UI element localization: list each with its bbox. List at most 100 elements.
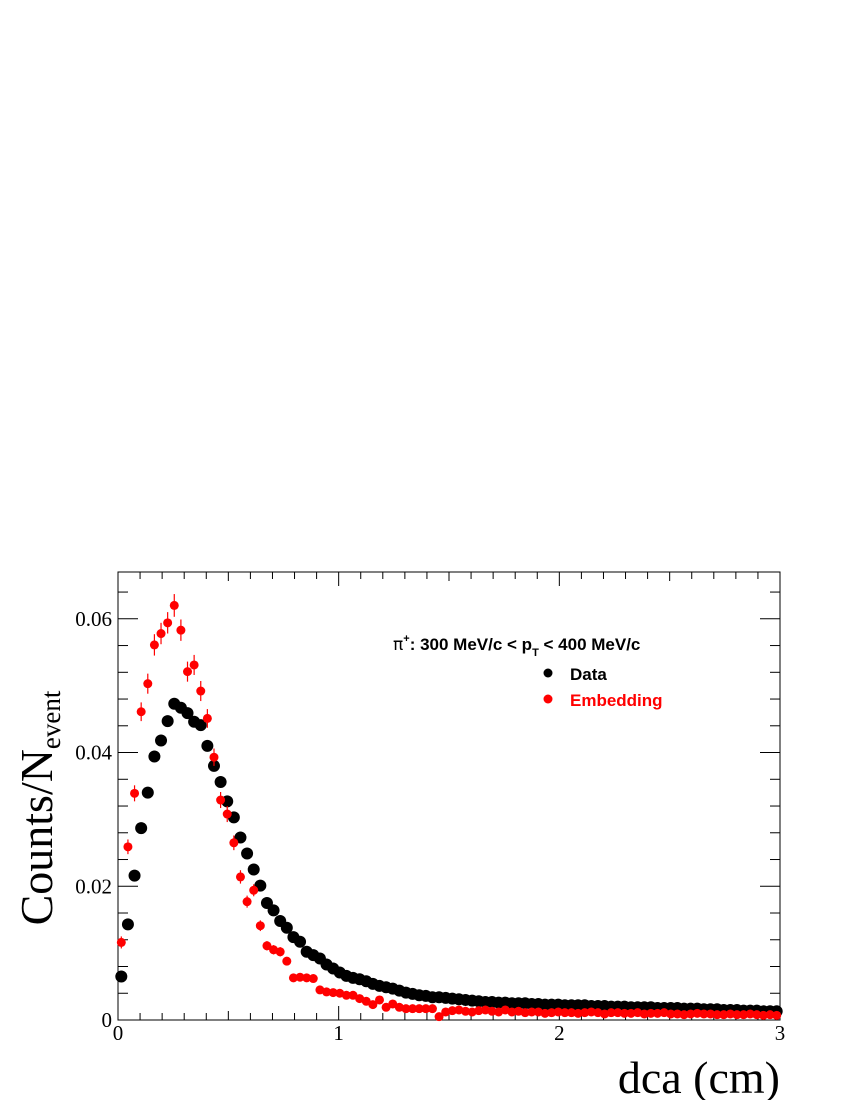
embedding-point (401, 1004, 411, 1014)
embedding-point (374, 995, 384, 1005)
embedding-point (474, 1006, 484, 1016)
embedding-point (348, 990, 358, 1000)
embedding-point (163, 618, 173, 628)
embedding-point (308, 974, 318, 984)
embedding-point (368, 1000, 378, 1010)
embedding-point (487, 1006, 497, 1016)
embedding-point (626, 1008, 636, 1018)
embedding-point (547, 1008, 557, 1018)
embedding-point (123, 842, 133, 852)
embedding-point (169, 600, 179, 610)
embedding-point (249, 885, 259, 895)
embedding-point (322, 987, 332, 997)
tick-labels: 0 1 2 3 0 0.02 0.04 0.06 (75, 607, 785, 1045)
annotation-pt-sub: T (532, 647, 539, 659)
embedding-point (758, 1010, 768, 1020)
embedding-point (725, 1009, 735, 1019)
embedding-point (765, 1010, 775, 1020)
embedding-point (288, 973, 298, 983)
embedding-point (772, 1010, 782, 1020)
embedding-point (712, 1010, 722, 1020)
embedding-point (328, 988, 338, 998)
embedding-point (183, 667, 193, 677)
embedding-point (282, 956, 292, 966)
legend-annotation: π+: 300 MeV/c < pT < 400 MeV/c (393, 633, 640, 659)
embedding-point (341, 990, 351, 1000)
legend-marker-embedding (543, 694, 553, 704)
embedding-point (732, 1010, 742, 1020)
embedding-point (176, 625, 186, 635)
embedding-point (262, 941, 272, 951)
embedding-point (646, 1008, 656, 1018)
data-point (280, 921, 293, 934)
embedding-point (527, 1007, 537, 1017)
embedding-point (427, 1004, 437, 1014)
embedding-point (719, 1010, 729, 1020)
y-tick-label: 0.02 (75, 874, 112, 898)
embedding-point (520, 1008, 530, 1018)
embedding-point (679, 1010, 689, 1020)
embedding-point (553, 1007, 563, 1017)
embedding-point (156, 629, 166, 639)
y-tick-label: 0 (102, 1008, 113, 1032)
annotation-momentum: : 300 MeV/c < p (410, 635, 532, 654)
data-point (128, 869, 141, 882)
data-point (161, 715, 174, 728)
data-point (135, 822, 148, 835)
embedding-point (242, 897, 252, 907)
embedding-point (672, 1009, 682, 1019)
legend-label-data: Data (570, 665, 607, 684)
data-point (148, 750, 161, 763)
data-point (267, 904, 280, 917)
embedding-point (222, 809, 232, 819)
embedding-point (136, 707, 146, 717)
data-point (241, 847, 254, 860)
embedding-point (580, 1008, 590, 1018)
embedding-point (752, 1010, 762, 1020)
embedding-point (189, 660, 199, 670)
embedding-point (275, 947, 285, 957)
x-tick-label: 0 (113, 1021, 124, 1045)
embedding-point (229, 838, 239, 848)
data-point (121, 918, 134, 931)
data-point (214, 775, 227, 788)
embedding-point (421, 1004, 431, 1014)
embedding-point (216, 795, 226, 805)
x-tick-label: 3 (775, 1021, 786, 1045)
legend-marker-data (543, 668, 553, 678)
embedding-point (461, 1006, 471, 1016)
embedding-point (745, 1009, 755, 1019)
embedding-point (388, 999, 398, 1009)
embedding-point (149, 640, 159, 650)
data-point (155, 734, 168, 747)
data-point (294, 935, 307, 948)
embedding-point (739, 1010, 749, 1020)
embedding-point (573, 1008, 583, 1018)
embedding-point (666, 1009, 676, 1019)
embedding-point (606, 1008, 616, 1018)
embedding-point (692, 1008, 702, 1018)
embedding-point (196, 686, 206, 696)
x-axis-title: dca (cm) (618, 1052, 780, 1100)
embedding-point (686, 1009, 696, 1019)
x-tick-label: 2 (554, 1021, 565, 1045)
x-tick-label: 1 (333, 1021, 344, 1045)
data-point (194, 719, 207, 732)
embedding-point (202, 713, 212, 723)
data-point (247, 863, 260, 876)
embedding-point (130, 788, 140, 798)
y-axis-title: Counts/Nevent (11, 690, 66, 925)
embedding-point (613, 1008, 623, 1018)
embedding-point (639, 1009, 649, 1019)
annotation-pi: π (393, 635, 403, 655)
data-point (181, 707, 194, 720)
data-point (115, 970, 128, 983)
embedding-point (209, 752, 219, 762)
embedding-point (381, 1002, 391, 1012)
embedding-point (143, 679, 153, 689)
embedding-point (619, 1008, 629, 1018)
embedding-point (560, 1008, 570, 1018)
embedding-point (507, 1007, 517, 1017)
data-point (141, 786, 154, 799)
embedding-point (295, 972, 305, 982)
